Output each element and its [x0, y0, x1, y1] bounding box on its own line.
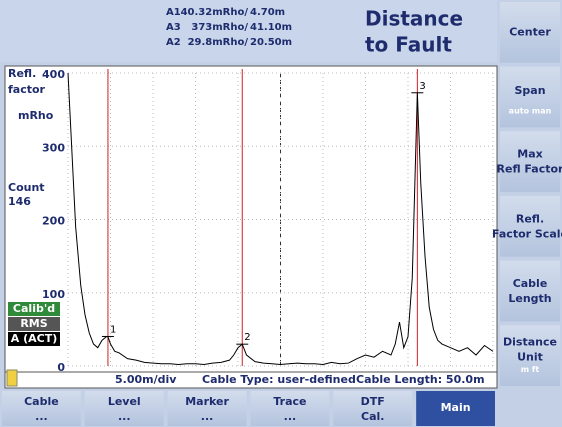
- y-label: factor: [8, 83, 46, 96]
- side-key[interactable]: [500, 325, 560, 386]
- side-key[interactable]: [500, 260, 560, 322]
- marker-value: 40.32mRho/: [181, 7, 249, 18]
- bottom-key-label[interactable]: Marker: [185, 395, 229, 408]
- side-key-sub[interactable]: m ft: [521, 365, 540, 374]
- side-key-label[interactable]: Distance Unit: [503, 336, 557, 364]
- y-label: Refl.: [8, 67, 36, 80]
- scale-label: 5.00m/div: [115, 373, 177, 386]
- status-label: RMS: [20, 317, 47, 330]
- bottom-key-sub[interactable]: ...: [118, 410, 131, 423]
- bottom-key-sub[interactable]: ...: [201, 410, 214, 423]
- trace: [67, 72, 494, 366]
- bottom-key[interactable]: [333, 391, 413, 426]
- bottom-key[interactable]: [84, 391, 164, 426]
- bottom-key-label[interactable]: Cable: [24, 395, 59, 408]
- title: Distance: [365, 7, 463, 31]
- side-key-label[interactable]: Span: [514, 84, 545, 97]
- count-label: Count: [8, 181, 45, 194]
- y-tick-label: 200: [42, 215, 65, 228]
- marker-position: 20.50m: [250, 37, 292, 48]
- header: [0, 0, 497, 62]
- y-tick-label: 0: [57, 361, 65, 374]
- bottom-key-sub[interactable]: Cal.: [361, 410, 384, 423]
- battery-icon: [6, 369, 18, 387]
- marker-id: 1: [110, 324, 116, 335]
- bottom-key-sub[interactable]: ...: [35, 410, 48, 423]
- marker-id: 2: [244, 332, 250, 343]
- count-value: 146: [8, 195, 31, 208]
- side-key[interactable]: [500, 2, 560, 63]
- bottom-key-sub[interactable]: ...: [284, 410, 297, 423]
- y-tick-label: 100: [42, 288, 65, 301]
- y-tick-label: 400: [42, 68, 65, 81]
- y-tick-label: 300: [42, 141, 65, 154]
- marker-position: 4.70m: [250, 7, 285, 18]
- side-key-sub[interactable]: auto man: [509, 107, 552, 116]
- status-label: Calib'd: [13, 302, 55, 315]
- bottom-key[interactable]: [250, 391, 330, 426]
- plot-frame: [4, 65, 498, 389]
- title: to Fault: [365, 33, 452, 57]
- status-box: [8, 332, 60, 346]
- bottom-key[interactable]: [2, 391, 81, 426]
- side-key-label[interactable]: Refl. Factor Scale: [492, 212, 562, 240]
- side-key-label[interactable]: Max Refl Factor: [497, 148, 562, 176]
- side-key[interactable]: [500, 66, 560, 128]
- side-key-label[interactable]: Center: [509, 25, 551, 38]
- status-box: [8, 317, 60, 331]
- y-unit: mRho: [18, 109, 54, 122]
- marker-value: 29.8mRho/: [188, 37, 249, 48]
- bottom-key-label[interactable]: DTF: [361, 395, 385, 408]
- marker-id: 3: [419, 81, 425, 92]
- marker-position: 41.10m: [250, 22, 292, 33]
- status-box: [8, 302, 60, 316]
- side-key[interactable]: [500, 196, 560, 257]
- cable-length: Cable Length: 50.0m: [356, 373, 485, 386]
- bottom-key[interactable]: [167, 391, 247, 426]
- side-key-label[interactable]: Cable Length: [508, 277, 551, 305]
- marker-name: A3: [166, 22, 181, 33]
- bottom-key-label[interactable]: Level: [108, 395, 141, 408]
- cable-type: Cable Type: user-defined: [202, 373, 356, 386]
- side-key[interactable]: [500, 131, 560, 192]
- marker-value: 373mRho/: [191, 22, 248, 33]
- bottom-key[interactable]: [416, 391, 495, 426]
- bottom-key-label[interactable]: Trace: [273, 395, 306, 408]
- status-label: A (ACT): [11, 332, 58, 345]
- bottom-key-label[interactable]: Main: [441, 401, 471, 414]
- marker-name: A1: [166, 7, 181, 18]
- marker-name: A2: [166, 37, 181, 48]
